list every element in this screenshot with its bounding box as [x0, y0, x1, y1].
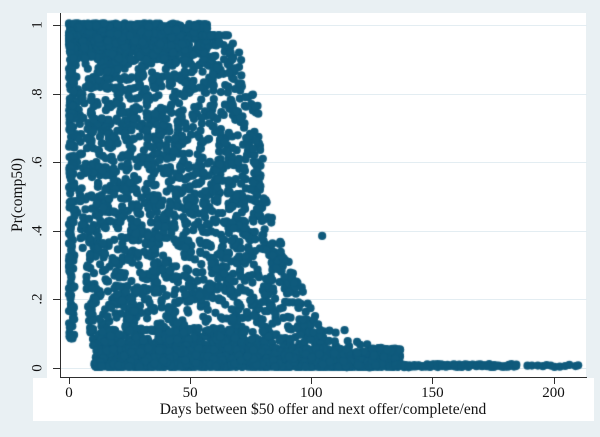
x-tick-mark — [69, 378, 70, 384]
x-axis-line — [60, 377, 587, 378]
y-tick-label: .6 — [29, 156, 46, 168]
y-tick-label: .2 — [29, 293, 46, 306]
x-tick-label: 200 — [542, 385, 565, 401]
x-tick-label: 100 — [300, 385, 323, 401]
x-tick-mark — [311, 378, 313, 384]
y-axis-title: Pr(comp50) — [9, 157, 26, 233]
y-tick-mark — [53, 93, 60, 95]
x-tick-mark — [432, 378, 434, 384]
x-tick-mark — [553, 378, 555, 384]
y-tick-mark — [53, 162, 60, 164]
axis-label-band — [33, 378, 594, 421]
y-tick-mark — [53, 368, 60, 369]
y-tick-label: .8 — [29, 87, 46, 100]
x-tick-label: 150 — [421, 385, 444, 401]
scatter-points-canvas — [47, 13, 586, 378]
x-tick-label: 50 — [182, 385, 198, 401]
y-tick-mark — [53, 25, 60, 26]
x-tick-label: 0 — [65, 385, 73, 401]
y-tick-mark — [53, 299, 60, 301]
y-tick-label: 1 — [29, 21, 46, 29]
y-tick-label: 0 — [29, 364, 46, 372]
y-tick-label: .4 — [29, 225, 46, 237]
x-axis-title: Days between $50 offer and next offer/co… — [159, 401, 487, 418]
y-tick-mark — [53, 230, 60, 232]
y-axis-line — [60, 13, 61, 378]
x-tick-mark — [190, 378, 192, 384]
